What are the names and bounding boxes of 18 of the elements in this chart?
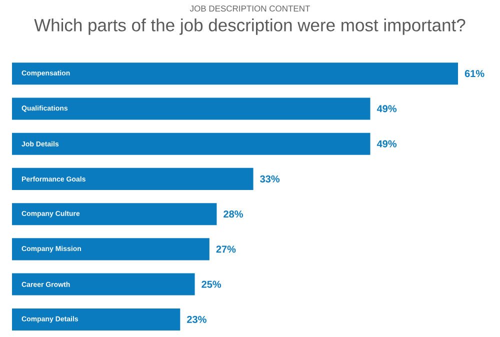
data-label: 49% bbox=[376, 140, 397, 148]
bar bbox=[12, 238, 210, 260]
chart-title: JOB DESCRIPTION CONTENT bbox=[190, 6, 310, 12]
bar bbox=[12, 132, 370, 155]
data-label: 27% bbox=[216, 246, 236, 253]
bar bbox=[12, 62, 458, 85]
data-label: 28% bbox=[224, 210, 243, 218]
bar bbox=[12, 203, 217, 226]
data-label: 61% bbox=[464, 70, 484, 78]
data-label: 23% bbox=[187, 316, 206, 323]
chart-subtitle: Which parts of the job description were most important? bbox=[34, 18, 466, 35]
data-label: 33% bbox=[260, 175, 280, 182]
bar bbox=[12, 98, 370, 120]
bar bbox=[12, 308, 180, 330]
data-label: 25% bbox=[202, 280, 222, 288]
bar bbox=[12, 273, 195, 296]
data-label: 49% bbox=[376, 105, 397, 112]
bar bbox=[12, 168, 254, 190]
